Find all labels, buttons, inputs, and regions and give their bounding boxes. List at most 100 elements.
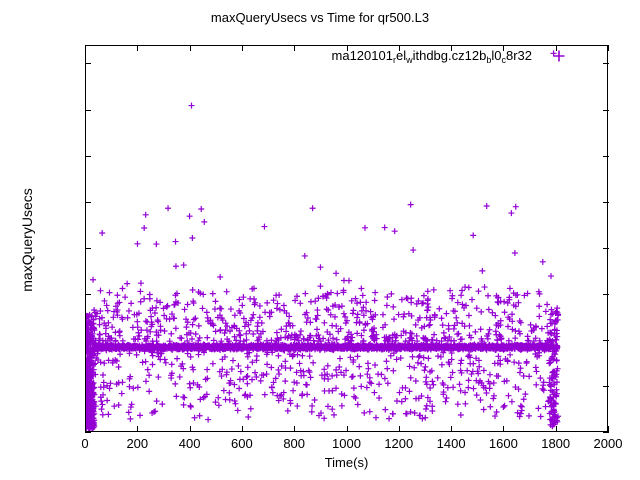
data-point — [449, 292, 456, 299]
data-point — [157, 299, 164, 306]
data-point — [172, 263, 179, 270]
data-point — [277, 334, 284, 341]
data-point — [414, 338, 421, 345]
data-point — [342, 313, 349, 320]
data-point — [465, 312, 472, 319]
data-point — [112, 303, 119, 310]
data-point — [512, 203, 519, 210]
data-point — [269, 389, 276, 396]
data-point — [383, 358, 390, 365]
data-point — [411, 409, 418, 416]
data-point — [548, 339, 555, 346]
data-point — [143, 378, 150, 385]
data-point — [86, 321, 90, 328]
data-point — [86, 358, 91, 365]
data-point — [360, 338, 367, 345]
data-point — [201, 342, 208, 349]
data-point — [438, 361, 445, 368]
data-point — [243, 330, 250, 337]
x-axis-tick-label: 400 — [178, 436, 201, 451]
data-point — [408, 312, 415, 319]
data-point — [539, 385, 546, 392]
data-point — [282, 358, 289, 365]
data-point — [438, 338, 445, 345]
data-point — [316, 412, 323, 419]
data-point — [282, 378, 289, 385]
data-point — [358, 332, 365, 339]
data-point — [359, 292, 366, 299]
data-point — [246, 349, 253, 356]
legend-label-prefix: ma120101 — [331, 48, 393, 63]
data-point — [223, 288, 230, 295]
data-point — [368, 327, 375, 334]
data-point — [554, 333, 561, 340]
data-point — [363, 299, 370, 306]
data-point — [407, 201, 414, 208]
data-point — [447, 374, 454, 381]
chart-title: maxQueryUsecs vs Time for qr500.L3 — [210, 10, 430, 25]
data-point — [173, 290, 180, 297]
data-point — [329, 387, 336, 394]
data-point — [542, 403, 549, 410]
data-point — [90, 348, 97, 355]
data-point — [420, 334, 427, 341]
data-point — [153, 297, 160, 304]
data-point — [317, 264, 324, 271]
data-point — [295, 346, 302, 353]
data-point — [333, 323, 340, 330]
data-point — [86, 410, 90, 417]
data-point — [321, 366, 328, 373]
data-point — [186, 213, 193, 220]
data-point — [141, 295, 148, 302]
data-point — [229, 357, 236, 364]
data-point — [333, 270, 340, 277]
data-point — [466, 352, 473, 359]
data-point — [149, 361, 156, 368]
plot-area — [85, 45, 608, 432]
data-point — [116, 299, 123, 306]
data-point — [112, 337, 119, 344]
data-point — [425, 355, 432, 362]
data-point — [127, 404, 134, 411]
data-point — [196, 334, 203, 341]
legend-label-mid2: ithdbg.cz12b — [412, 48, 487, 63]
x-axis-tick-label: 1200 — [384, 436, 414, 451]
data-point — [118, 390, 125, 397]
data-point — [335, 344, 342, 351]
data-point — [450, 342, 457, 349]
data-point — [295, 337, 302, 344]
data-point — [532, 335, 539, 342]
data-point — [363, 307, 370, 314]
data-point — [234, 407, 241, 414]
data-point — [185, 329, 192, 336]
data-point — [183, 316, 190, 323]
data-point — [345, 277, 352, 284]
data-point — [286, 313, 293, 320]
data-point — [505, 337, 512, 344]
data-point — [149, 409, 156, 416]
data-point — [400, 328, 407, 335]
data-point — [99, 337, 106, 344]
data-point — [219, 366, 226, 373]
data-point — [134, 384, 141, 391]
data-point — [493, 372, 500, 379]
data-point — [525, 412, 532, 419]
data-point — [304, 391, 311, 398]
data-point — [224, 336, 231, 343]
data-point — [331, 344, 338, 351]
data-point — [302, 290, 309, 297]
data-point — [368, 380, 375, 387]
data-point — [547, 329, 554, 336]
data-point — [283, 328, 290, 335]
data-point — [400, 313, 407, 320]
data-point — [516, 413, 523, 420]
data-point — [104, 337, 111, 344]
data-point — [105, 411, 112, 418]
data-point — [323, 306, 330, 313]
data-point — [338, 369, 345, 376]
y-axis-tick-mark — [603, 432, 609, 433]
data-point — [237, 332, 244, 339]
data-point — [125, 344, 132, 351]
data-point — [553, 347, 560, 354]
data-point — [548, 383, 555, 390]
